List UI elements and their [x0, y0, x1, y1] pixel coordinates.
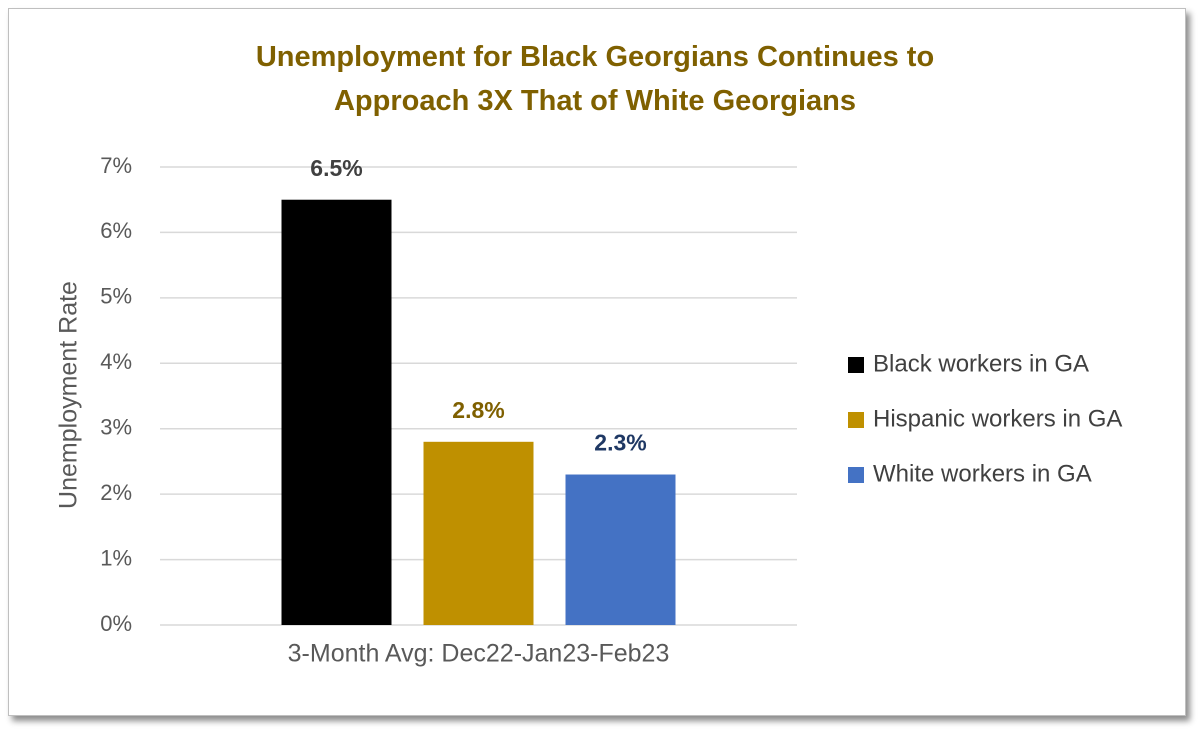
chart-title: Unemployment for Black Georgians Continu…	[255, 41, 935, 117]
data-label: 6.5%	[310, 155, 362, 181]
bar	[565, 474, 676, 625]
y-tick-label: 2%	[100, 480, 132, 505]
bar	[281, 199, 392, 625]
x-tick-label: 3-Month Avg: Dec22-Jan23-Feb23	[288, 640, 670, 668]
legend-label: White workers in GA	[873, 460, 1092, 487]
legend-label: Black workers in GA	[873, 350, 1089, 377]
y-tick-label: 3%	[100, 415, 132, 440]
data-label: 2.3%	[594, 430, 646, 456]
bar	[423, 441, 534, 625]
y-axis-label: Unemployment Rate	[55, 281, 83, 509]
y-tick-label: 1%	[100, 545, 132, 570]
data-label: 2.8%	[452, 397, 504, 423]
y-tick-label: 0%	[100, 611, 132, 636]
legend-label: Hispanic workers in GA	[873, 405, 1122, 432]
y-tick-label: 7%	[100, 153, 132, 178]
y-tick-label: 6%	[100, 218, 132, 243]
legend-swatch	[848, 467, 864, 483]
legend-swatch	[848, 357, 864, 373]
y-tick-label: 5%	[100, 284, 132, 309]
legend-swatch	[848, 412, 864, 428]
y-tick-label: 4%	[100, 349, 132, 374]
